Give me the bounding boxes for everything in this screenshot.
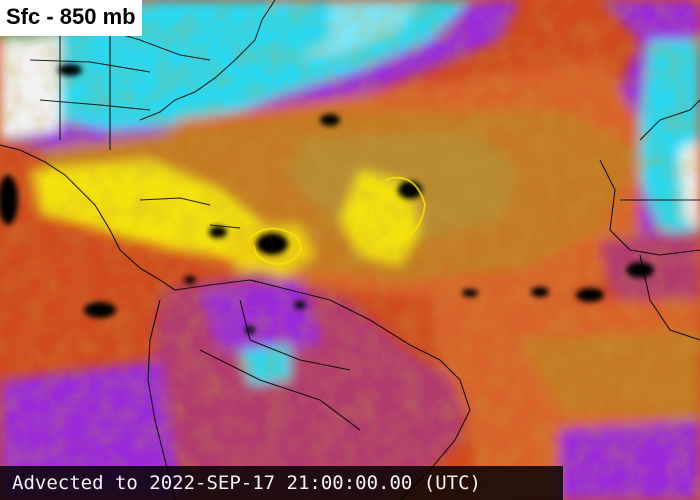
storm-swirl bbox=[249, 176, 427, 266]
timestamp-caption: Advected to 2022-SEP-17 21:00:00.00 (UTC… bbox=[0, 466, 563, 500]
layer-label: Sfc - 850 mb bbox=[0, 0, 142, 36]
